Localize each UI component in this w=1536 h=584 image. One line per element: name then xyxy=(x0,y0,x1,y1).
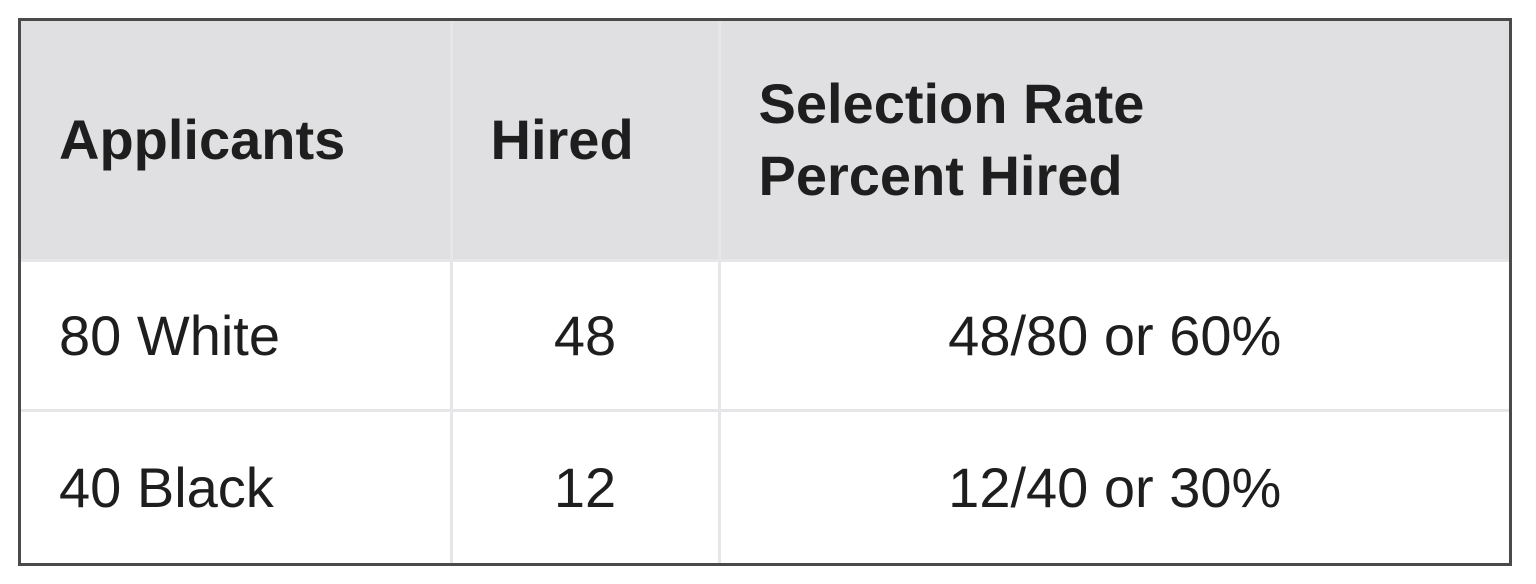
header-line: Selection Rate xyxy=(758,71,1145,135)
header-cell: Hired xyxy=(449,21,721,262)
data-row: 80 White 48 48/80 or 60% xyxy=(21,258,1509,413)
cell: 12 xyxy=(449,409,721,563)
cell: 80 White xyxy=(21,258,453,413)
header-line: Percent Hired xyxy=(758,143,1123,207)
selection-table: Applicants Hired Selection Rate Percent … xyxy=(21,21,1509,563)
header-row: Applicants Hired Selection Rate Percent … xyxy=(21,21,1509,262)
header-cell: Applicants xyxy=(21,21,453,262)
cell: 40 Black xyxy=(21,409,453,563)
cell: 48/80 or 60% xyxy=(717,258,1509,413)
table-frame: Applicants Hired Selection Rate Percent … xyxy=(18,18,1512,566)
header-cell: Selection Rate Percent Hired xyxy=(717,21,1509,262)
cell: 12/40 or 30% xyxy=(717,409,1509,563)
data-row: 40 Black 12 12/40 or 30% xyxy=(21,409,1509,563)
cell: 48 xyxy=(449,258,721,413)
